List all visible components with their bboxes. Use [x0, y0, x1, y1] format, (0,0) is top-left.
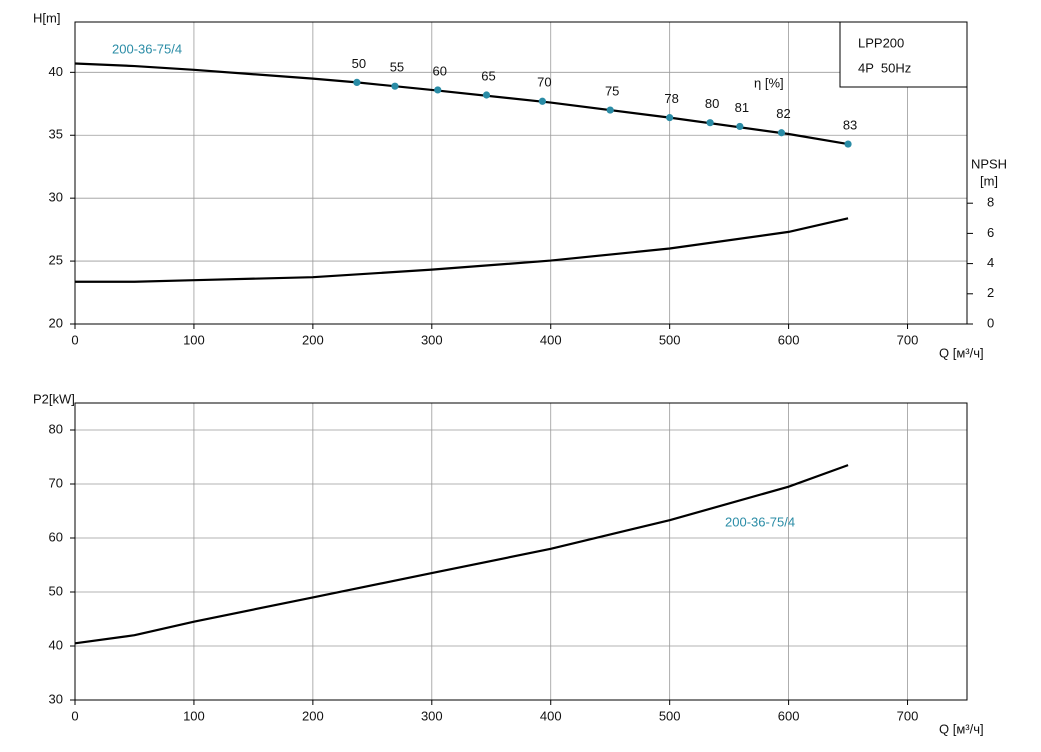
x-tick-label: 100 — [183, 332, 205, 347]
x-tick-label: 300 — [421, 332, 443, 347]
plot-frame — [74, 21, 968, 325]
x-tick-label: 600 — [778, 708, 800, 723]
y-axis-label: H[m] — [33, 10, 60, 25]
model-box — [839, 21, 968, 88]
y-axis-label: P2[kW] — [33, 391, 75, 406]
x-tick-label: 500 — [659, 332, 681, 347]
curve — [74, 62, 849, 146]
curve-label: 200-36-75/4 — [725, 514, 795, 529]
efficiency-label: 75 — [605, 84, 619, 99]
x-tick-label: 0 — [71, 332, 78, 347]
x-tick-label: 300 — [421, 708, 443, 723]
x-tick-label: 200 — [302, 708, 324, 723]
y-tick-label: 80 — [49, 421, 63, 436]
y-tick-label: 25 — [49, 253, 63, 268]
efficiency-label: 80 — [705, 96, 719, 111]
x-tick-label: 200 — [302, 332, 324, 347]
y-tick-label: 40 — [49, 64, 63, 79]
efficiency-point — [736, 122, 744, 131]
y2-tick-label: 8 — [987, 195, 994, 210]
y-tick-label: 20 — [49, 315, 63, 330]
efficiency-axis-label: η [%] — [754, 75, 784, 90]
efficiency-label: 70 — [537, 75, 551, 90]
efficiency-point — [606, 106, 614, 114]
efficiency-label: 55 — [390, 60, 404, 75]
y2-tick-label: 4 — [987, 255, 994, 270]
model-text: LPP200 — [858, 35, 904, 50]
y2-tick-label: 6 — [987, 225, 994, 240]
y2-axis-label: NPSH — [971, 157, 1007, 172]
efficiency-label: 81 — [735, 100, 749, 115]
y-tick-label: 30 — [49, 691, 63, 706]
y2-tick-label: 2 — [987, 285, 994, 300]
efficiency-label: 60 — [433, 63, 447, 78]
model-text: 4P 50Hz — [858, 60, 911, 75]
curve — [75, 217, 849, 283]
efficiency-point — [706, 119, 714, 127]
curve — [74, 464, 849, 645]
y-tick-label: 40 — [49, 637, 63, 652]
plot-frame — [74, 402, 968, 701]
efficiency-point — [434, 86, 442, 94]
efficiency-point — [538, 97, 547, 105]
efficiency-label: 78 — [664, 91, 678, 106]
efficiency-point — [666, 114, 674, 122]
efficiency-label: 50 — [352, 56, 366, 71]
y2-axis-unit: [m] — [980, 174, 998, 189]
efficiency-point — [391, 82, 399, 90]
efficiency-label: 83 — [843, 117, 857, 132]
efficiency-point — [777, 129, 786, 137]
x-axis-label: Q [м³/ч] — [939, 345, 984, 360]
x-tick-label: 700 — [897, 708, 919, 723]
x-tick-label: 0 — [71, 708, 78, 723]
efficiency-point — [353, 78, 361, 86]
x-tick-label: 600 — [778, 332, 800, 347]
curve-label: 200-36-75/4 — [112, 41, 182, 56]
y2-tick-label: 0 — [987, 315, 994, 330]
y-tick-label: 35 — [49, 127, 63, 142]
y-tick-label: 50 — [49, 583, 63, 598]
efficiency-label: 65 — [481, 68, 495, 83]
efficiency-point — [482, 91, 491, 99]
x-tick-label: 500 — [659, 708, 681, 723]
x-axis-label: Q [м³/ч] — [939, 721, 984, 736]
y-tick-label: 60 — [49, 529, 63, 544]
y-tick-label: 30 — [49, 190, 63, 205]
x-tick-label: 400 — [540, 332, 562, 347]
x-tick-label: 700 — [897, 332, 919, 347]
y-tick-label: 70 — [49, 475, 63, 490]
x-tick-label: 400 — [540, 708, 562, 723]
efficiency-point — [844, 140, 852, 148]
efficiency-label: 82 — [776, 106, 790, 121]
x-tick-label: 100 — [183, 708, 205, 723]
